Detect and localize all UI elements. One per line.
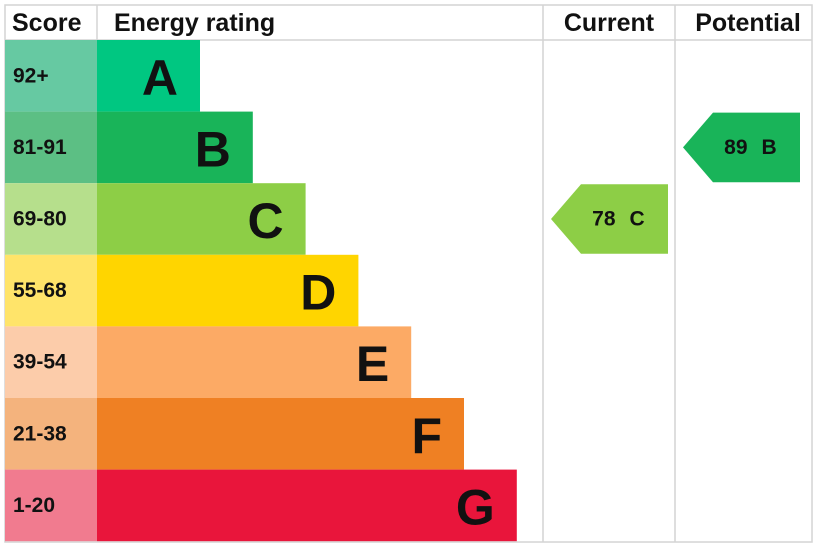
score-cell <box>5 326 97 398</box>
rating-letter: F <box>411 408 442 464</box>
current-score: 78 <box>592 208 616 231</box>
rating-bar <box>97 469 517 542</box>
score-range: 92+ <box>13 64 49 87</box>
score-range: 55-68 <box>13 279 67 302</box>
score-range: 81-91 <box>13 136 67 159</box>
rating-letter: D <box>300 265 336 321</box>
score-cell <box>5 254 97 327</box>
header-score: Score <box>12 9 82 37</box>
score-range: 1-20 <box>13 494 55 517</box>
potential-arrow <box>683 112 800 183</box>
rating-bar <box>97 183 306 255</box>
header-current: Current <box>564 9 655 37</box>
score-range: 39-54 <box>13 351 67 374</box>
rating-bar <box>97 326 412 398</box>
rating-letter: B <box>195 121 231 177</box>
score-cell <box>5 398 97 470</box>
rating-bar <box>97 398 464 470</box>
current-band: C <box>630 208 645 231</box>
rating-letter: C <box>247 193 283 249</box>
current-arrow <box>551 184 668 254</box>
rating-bar <box>97 254 359 327</box>
score-cell <box>5 469 97 542</box>
potential-band: B <box>762 136 777 159</box>
score-range: 21-38 <box>13 422 67 445</box>
rating-bar <box>97 40 200 112</box>
score-cell <box>5 183 97 255</box>
score-range: 69-80 <box>13 208 67 231</box>
score-cell <box>5 40 97 112</box>
rating-letter: G <box>456 479 495 535</box>
header-potential: Potential <box>695 9 801 37</box>
rating-letter: A <box>142 50 178 106</box>
potential-score: 89 <box>724 136 747 159</box>
rating-bar <box>97 111 253 184</box>
score-cell <box>5 111 97 184</box>
rating-letter: E <box>356 336 389 392</box>
header-rating: Energy rating <box>114 9 275 37</box>
